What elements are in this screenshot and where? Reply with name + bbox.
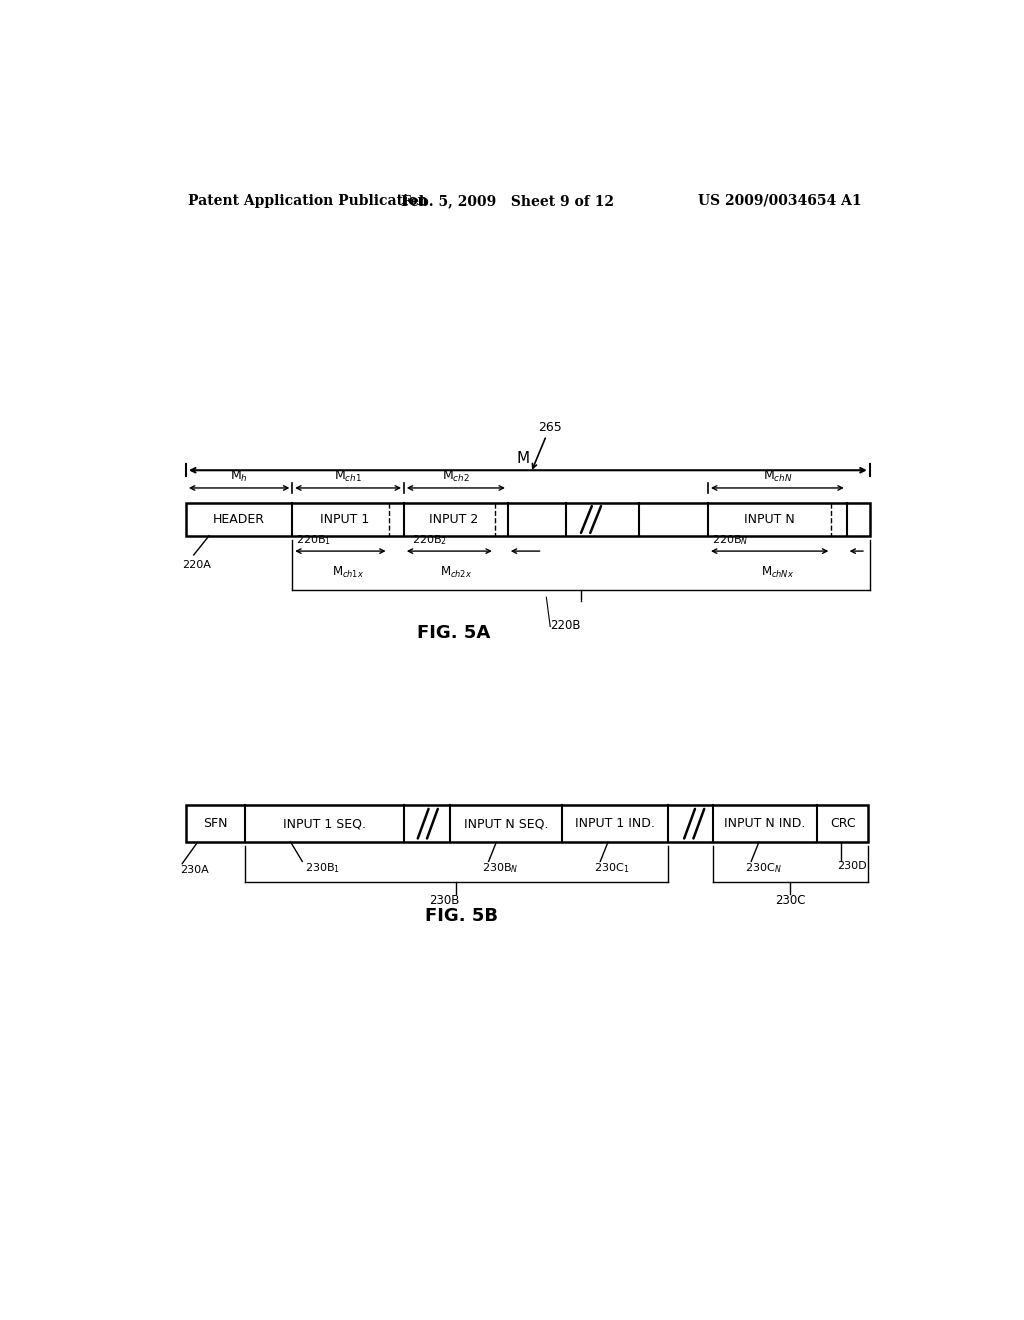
Bar xyxy=(186,503,869,536)
Bar xyxy=(186,805,868,842)
Text: 220B$_1$: 220B$_1$ xyxy=(296,533,332,548)
Text: 230C$_N$: 230C$_N$ xyxy=(745,862,781,875)
Text: INPUT N: INPUT N xyxy=(744,513,795,527)
Text: INPUT N IND.: INPUT N IND. xyxy=(724,817,806,830)
Text: Feb. 5, 2009   Sheet 9 of 12: Feb. 5, 2009 Sheet 9 of 12 xyxy=(401,194,614,207)
Text: M$_{ch1}$: M$_{ch1}$ xyxy=(334,469,362,484)
Text: US 2009/0034654 A1: US 2009/0034654 A1 xyxy=(698,194,862,207)
Text: INPUT 2: INPUT 2 xyxy=(429,513,478,527)
Text: M$_h$: M$_h$ xyxy=(230,469,248,484)
Text: M$_{chN}$: M$_{chN}$ xyxy=(763,469,793,484)
Text: SFN: SFN xyxy=(203,817,227,830)
Text: 230C$_1$: 230C$_1$ xyxy=(594,862,630,875)
Text: 230D: 230D xyxy=(837,862,866,871)
Text: 220B$_2$: 220B$_2$ xyxy=(412,533,446,548)
Text: M: M xyxy=(517,450,529,466)
Text: CRC: CRC xyxy=(830,817,856,830)
Text: HEADER: HEADER xyxy=(213,513,265,527)
Text: 230A: 230A xyxy=(180,866,209,875)
Text: INPUT 1 IND.: INPUT 1 IND. xyxy=(574,817,654,830)
Text: 220A: 220A xyxy=(182,561,211,570)
Text: 220B: 220B xyxy=(550,619,581,632)
Text: Patent Application Publication: Patent Application Publication xyxy=(188,194,428,207)
Text: INPUT N SEQ.: INPUT N SEQ. xyxy=(464,817,548,830)
Text: 230B$_N$: 230B$_N$ xyxy=(482,862,519,875)
Text: INPUT 1 SEQ.: INPUT 1 SEQ. xyxy=(283,817,366,830)
Text: 230C: 230C xyxy=(775,894,806,907)
Text: FIG. 5B: FIG. 5B xyxy=(425,907,498,925)
Text: M$_{ch2x}$: M$_{ch2x}$ xyxy=(439,565,472,579)
Text: FIG. 5A: FIG. 5A xyxy=(418,624,490,643)
Text: 220B$_N$: 220B$_N$ xyxy=(712,533,749,548)
Text: INPUT 1: INPUT 1 xyxy=(319,513,369,527)
Text: 230B: 230B xyxy=(429,894,460,907)
Text: M$_{chNx}$: M$_{chNx}$ xyxy=(761,565,794,579)
Text: 265: 265 xyxy=(539,421,562,434)
Text: 230B$_1$: 230B$_1$ xyxy=(304,862,340,875)
Text: M$_{ch1x}$: M$_{ch1x}$ xyxy=(332,565,365,579)
Text: M$_{ch2}$: M$_{ch2}$ xyxy=(442,469,470,484)
